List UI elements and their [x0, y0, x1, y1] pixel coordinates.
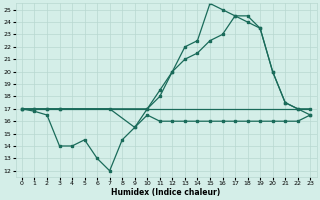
X-axis label: Humidex (Indice chaleur): Humidex (Indice chaleur) — [111, 188, 221, 197]
